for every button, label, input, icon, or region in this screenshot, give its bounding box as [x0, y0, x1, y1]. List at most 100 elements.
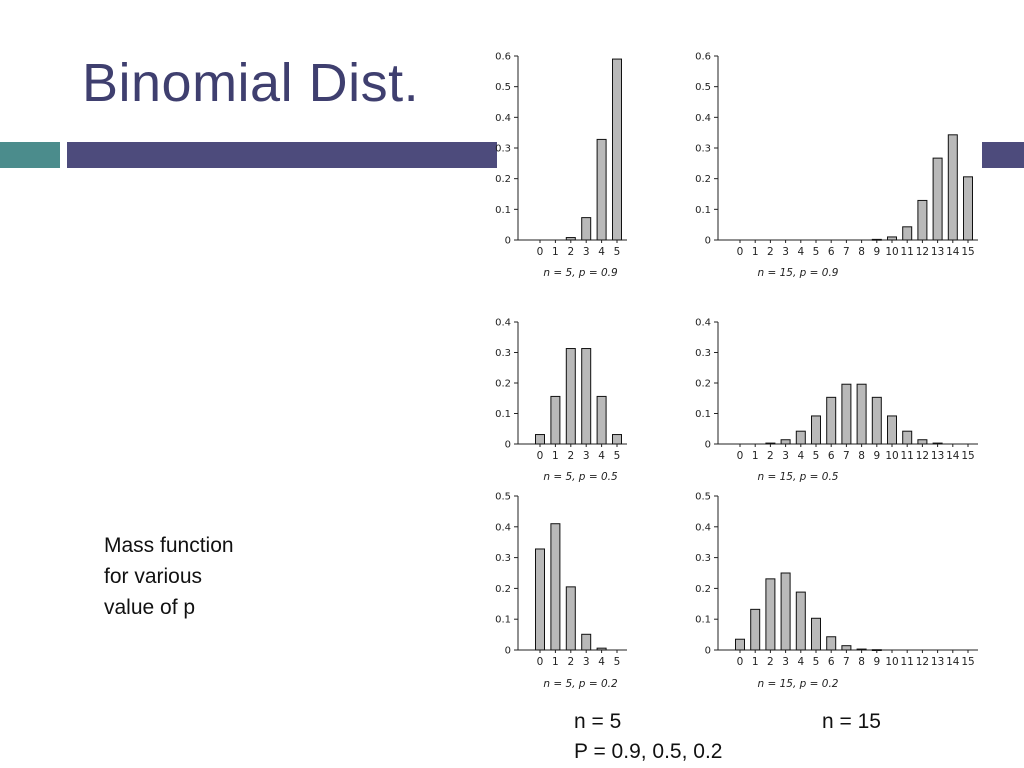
- x-tick-label: 8: [858, 246, 865, 258]
- x-tick-label: 12: [916, 246, 929, 258]
- bar: [811, 415, 821, 445]
- x-tick-label: 4: [598, 450, 605, 462]
- x-tick-label: 0: [737, 450, 744, 462]
- bar: [902, 430, 913, 445]
- x-tick-label: 3: [583, 656, 590, 668]
- bar: [765, 442, 776, 445]
- x-tick-label: 8: [858, 450, 865, 462]
- y-tick-label: 0.4: [695, 522, 711, 533]
- y-tick-label: 0: [705, 440, 711, 451]
- y-tick-label: 0: [705, 646, 711, 657]
- y-tick-label: 0.5: [495, 492, 511, 503]
- y-tick-label: 0.4: [495, 318, 511, 329]
- x-tick-label: 3: [782, 656, 789, 668]
- bar: [932, 157, 943, 241]
- bar: [917, 199, 928, 241]
- x-tick-label: 2: [767, 246, 774, 258]
- footer-p-values: P = 0.9, 0.5, 0.2: [574, 740, 723, 763]
- x-tick-label: 2: [767, 656, 774, 668]
- y-tick-label: 0: [505, 236, 511, 247]
- y-tick-label: 0.4: [695, 318, 711, 329]
- y-tick-label: 0: [505, 646, 511, 657]
- bar: [856, 383, 867, 445]
- accent-band-left: [0, 142, 60, 168]
- x-tick-label: 13: [931, 450, 944, 462]
- x-tick-label: 9: [873, 246, 880, 258]
- x-tick-label: 2: [567, 656, 574, 668]
- x-tick-label: 9: [873, 656, 880, 668]
- bar: [612, 434, 622, 445]
- bar: [750, 608, 761, 651]
- bar: [581, 348, 592, 445]
- x-tick-label: 4: [598, 656, 605, 668]
- bar: [581, 217, 592, 241]
- x-tick-label: 2: [567, 450, 574, 462]
- bar: [780, 572, 791, 651]
- y-tick-label: 0.2: [495, 174, 511, 185]
- x-tick-label: 0: [737, 246, 744, 258]
- x-tick-label: 1: [752, 246, 759, 258]
- x-tick-label: 8: [858, 656, 865, 668]
- y-tick-label: 0.1: [495, 615, 511, 626]
- bar: [550, 395, 561, 445]
- bar: [780, 439, 791, 445]
- mass-text-line: for various: [104, 565, 203, 588]
- x-tick-label: 1: [552, 656, 559, 668]
- y-tick-label: 0.3: [695, 553, 711, 564]
- y-tick-label: 0.3: [495, 348, 511, 359]
- bar: [887, 415, 897, 445]
- footer-n15: n = 15: [822, 710, 881, 733]
- x-tick-label: 5: [614, 656, 621, 668]
- bar: [826, 396, 837, 445]
- bar: [765, 578, 776, 651]
- chart-caption: n = 5, p = 0.2: [543, 678, 618, 690]
- y-tick-label: 0.1: [495, 205, 511, 216]
- x-tick-label: 4: [598, 246, 605, 258]
- slide-title: Binomial Dist.: [82, 53, 420, 113]
- y-tick-label: 0: [505, 440, 511, 451]
- x-tick-label: 1: [552, 450, 559, 462]
- mass-text-line: Mass function: [104, 534, 234, 557]
- x-tick-label: 14: [946, 656, 960, 668]
- x-tick-label: 6: [828, 246, 835, 258]
- mass-text-line: value of p: [104, 596, 196, 619]
- x-tick-label: 0: [537, 656, 544, 668]
- x-tick-label: 13: [931, 656, 944, 668]
- bar: [735, 638, 745, 651]
- bar: [902, 226, 913, 241]
- bar: [596, 395, 607, 445]
- bar: [947, 134, 958, 241]
- y-tick-label: 0.5: [695, 492, 711, 503]
- mass-function-text: Mass function for various value of p: [104, 530, 234, 623]
- bar: [535, 548, 545, 651]
- bar: [917, 439, 928, 445]
- chart-caption: n = 5, p = 0.9: [543, 267, 618, 279]
- x-tick-label: 7: [843, 246, 850, 258]
- chart-caption: n = 5, p = 0.5: [543, 471, 618, 483]
- bar: [887, 236, 897, 241]
- footer-n5: n = 5: [574, 710, 622, 733]
- y-tick-label: 0: [705, 236, 711, 247]
- x-tick-label: 4: [797, 246, 804, 258]
- bar: [932, 442, 943, 445]
- bar: [841, 645, 852, 651]
- bar: [550, 523, 561, 651]
- x-tick-label: 10: [885, 656, 898, 668]
- y-tick-label: 0.3: [695, 348, 711, 359]
- x-tick-label: 3: [583, 246, 590, 258]
- x-tick-label: 11: [901, 656, 914, 668]
- y-tick-label: 0.6: [495, 52, 511, 63]
- x-tick-label: 5: [813, 450, 820, 462]
- x-tick-label: 5: [813, 246, 820, 258]
- x-tick-label: 6: [828, 656, 835, 668]
- chart-caption: n = 15, p = 0.5: [757, 471, 838, 483]
- bar: [596, 138, 607, 241]
- x-tick-label: 1: [752, 450, 759, 462]
- x-tick-label: 3: [782, 246, 789, 258]
- bar: [795, 430, 806, 445]
- y-tick-label: 0.2: [695, 174, 711, 185]
- x-tick-label: 0: [537, 450, 544, 462]
- x-tick-label: 5: [614, 450, 621, 462]
- x-tick-label: 10: [885, 246, 898, 258]
